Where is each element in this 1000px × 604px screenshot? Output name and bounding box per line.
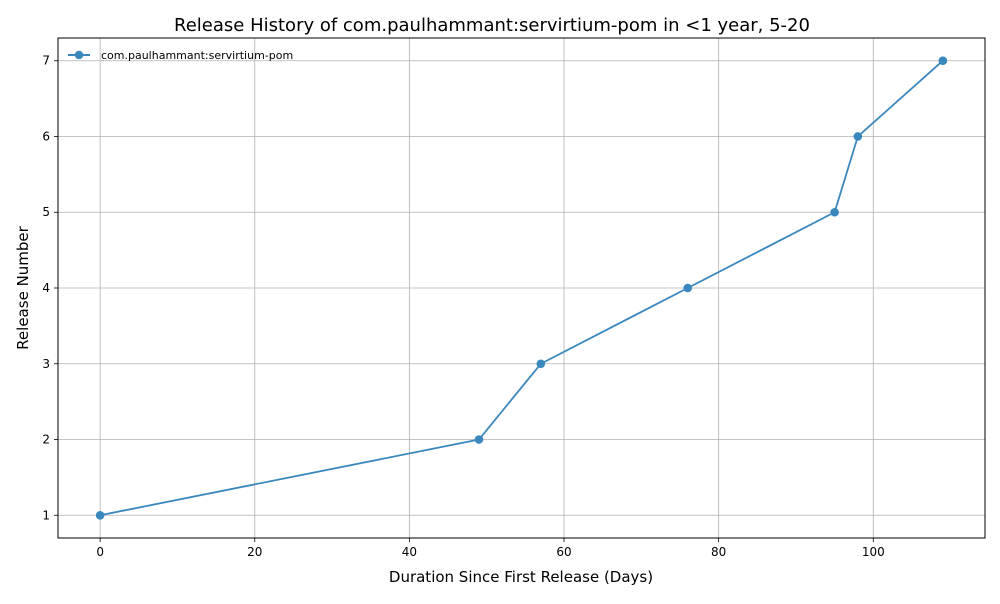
y-tick-label: 4 bbox=[42, 281, 50, 295]
legend: com.paulhammant:servirtium-pom bbox=[68, 49, 293, 62]
x-tick-label: 0 bbox=[96, 545, 104, 559]
x-tick-label: 40 bbox=[402, 545, 417, 559]
series-layer bbox=[95, 56, 948, 520]
y-tick-label: 7 bbox=[42, 54, 50, 68]
x-tick-label: 100 bbox=[862, 545, 885, 559]
data-point bbox=[853, 132, 863, 141]
data-point bbox=[536, 359, 546, 369]
x-tick-label: 80 bbox=[711, 545, 726, 559]
legend-label: com.paulhammant:servirtium-pom bbox=[101, 49, 293, 62]
data-point bbox=[683, 283, 693, 293]
y-tick-label: 5 bbox=[42, 205, 50, 219]
chart-title: Release History of com.paulhammant:servi… bbox=[174, 15, 810, 36]
y-tick-label: 3 bbox=[42, 357, 50, 371]
data-point bbox=[474, 435, 484, 444]
x-tick-label: 60 bbox=[556, 545, 571, 559]
ticks: 0 20 40 60 80 100 1 2 3 4 5 6 7 bbox=[42, 54, 884, 559]
x-axis-label: Duration Since First Release (Days) bbox=[389, 568, 653, 586]
y-tick-label: 2 bbox=[42, 433, 50, 447]
data-point bbox=[830, 207, 839, 217]
grid bbox=[58, 38, 985, 538]
x-tick-label: 20 bbox=[247, 545, 262, 559]
data-point bbox=[95, 510, 105, 520]
y-tick-label: 6 bbox=[42, 129, 50, 143]
data-point bbox=[938, 56, 948, 66]
y-tick-label: 1 bbox=[42, 508, 50, 522]
y-axis-label: Release Number bbox=[14, 225, 32, 349]
legend-marker-swatch bbox=[74, 50, 84, 60]
